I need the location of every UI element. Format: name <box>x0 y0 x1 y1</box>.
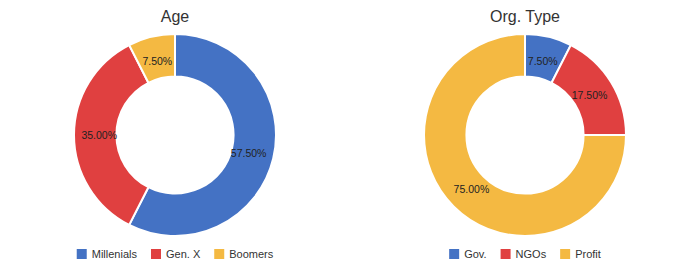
legend-label: Boomers <box>229 248 274 260</box>
legend-item: NGOs <box>501 248 547 260</box>
slice <box>552 45 626 135</box>
slice <box>129 34 276 236</box>
data-label: 57.50% <box>231 147 267 159</box>
donut: 7.50% 17.50% 75.00% <box>424 34 626 236</box>
legend: Gov. NGOs Profit <box>449 248 601 260</box>
chart-title: Org. Type <box>490 8 560 25</box>
data-label: 75.00% <box>454 183 490 195</box>
legend-item: Boomers <box>214 248 274 260</box>
figure: Age 57.50% 35.00% 7.50% Millenials Gen. X Boom… <box>0 0 700 272</box>
legend-swatch <box>214 249 224 259</box>
donut: 57.50% 35.00% 7.50% <box>74 34 276 236</box>
data-label: 17.50% <box>572 89 608 101</box>
legend-swatch <box>151 249 161 259</box>
legend-label: Gov. <box>464 248 486 260</box>
data-label: 35.00% <box>81 129 117 141</box>
data-label: 7.50% <box>528 55 558 67</box>
legend-swatch <box>77 249 87 259</box>
legend-label: Profit <box>575 248 601 260</box>
legend-label: Gen. X <box>166 248 201 260</box>
legend-item: Gov. <box>449 248 486 260</box>
legend-label: Millenials <box>92 248 138 260</box>
legend-swatch <box>501 249 511 259</box>
legend-label: NGOs <box>516 248 547 260</box>
slice <box>74 45 148 225</box>
slice <box>424 34 626 236</box>
legend-item: Millenials <box>77 248 138 260</box>
slice <box>129 34 175 83</box>
legend-swatch <box>449 249 459 259</box>
panel: Age 57.50% 35.00% 7.50% Millenials Gen. X Boom… <box>74 8 276 260</box>
data-label: 7.50% <box>142 55 172 67</box>
legend-item: Gen. X <box>151 248 201 260</box>
legend: Millenials Gen. X Boomers <box>77 248 274 260</box>
chart-title: Age <box>161 8 190 25</box>
legend-item: Profit <box>560 248 601 260</box>
panel: Org. Type 7.50% 17.50% 75.00% Gov. NGOs Profit <box>424 8 626 260</box>
legend-swatch <box>560 249 570 259</box>
